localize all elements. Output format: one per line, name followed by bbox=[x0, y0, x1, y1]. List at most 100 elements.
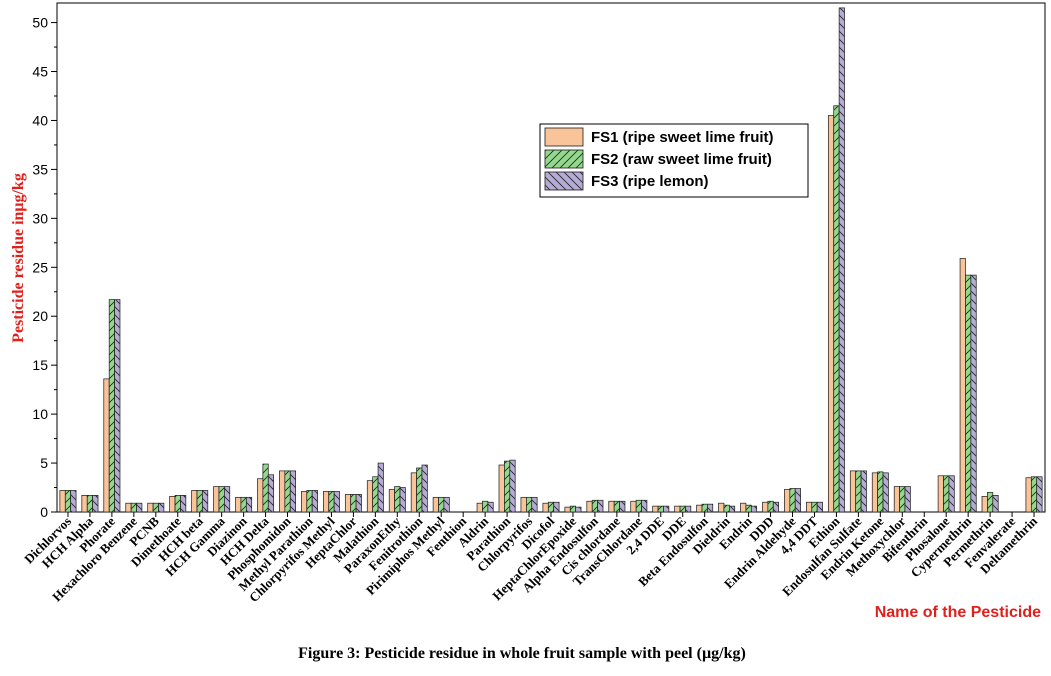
bar-3-hatch bbox=[268, 474, 274, 512]
y-axis-label: Pesticide residue inμg/kg bbox=[10, 173, 27, 343]
bar-2-hatch bbox=[438, 497, 444, 512]
legend-label-1: FS1 (ripe sweet lime fruit) bbox=[591, 129, 774, 146]
bar-3-hatch bbox=[707, 504, 713, 512]
bar-2-hatch bbox=[855, 470, 862, 512]
bar-3-hatch bbox=[224, 486, 230, 512]
bar-1 bbox=[784, 489, 791, 513]
bar-2-hatch bbox=[482, 501, 488, 512]
bar-1 bbox=[169, 495, 176, 513]
bar-2-hatch bbox=[592, 500, 598, 512]
bar-2-hatch bbox=[328, 491, 335, 512]
bar-1 bbox=[937, 475, 944, 513]
bar-3-hatch bbox=[290, 470, 296, 512]
bar-3-hatch bbox=[356, 494, 362, 512]
bar-2-hatch bbox=[284, 470, 291, 512]
bar-1 bbox=[410, 472, 417, 513]
bar-1 bbox=[59, 490, 66, 513]
plot-frame bbox=[56, 2, 1046, 513]
bar-3-hatch bbox=[685, 506, 691, 512]
bar-2-hatch bbox=[416, 467, 422, 512]
bar-3-hatch bbox=[904, 486, 911, 512]
bar-2-hatch bbox=[789, 488, 796, 512]
bar-3-hatch bbox=[948, 475, 955, 512]
bar-3-hatch bbox=[246, 497, 252, 512]
bar-1 bbox=[520, 496, 527, 513]
bar-3-hatch bbox=[1036, 476, 1043, 512]
bar-2-hatch bbox=[306, 490, 313, 512]
bar-2-hatch bbox=[877, 471, 884, 512]
bar-3-hatch bbox=[114, 299, 120, 512]
bar-3-hatch bbox=[663, 506, 669, 512]
bar-3-hatch bbox=[400, 487, 406, 512]
y-tick-label: 15 bbox=[32, 357, 48, 373]
bar-3-hatch bbox=[509, 460, 516, 512]
bar-2-hatch bbox=[197, 490, 203, 512]
bar-2-hatch bbox=[87, 495, 93, 512]
legend-box bbox=[539, 123, 809, 198]
bar-2-hatch bbox=[504, 461, 510, 512]
bar-1 bbox=[608, 500, 615, 513]
bar-2-hatch bbox=[899, 486, 905, 512]
bar-1 bbox=[849, 470, 857, 513]
bar-2-hatch bbox=[943, 475, 949, 512]
bar-1 bbox=[806, 501, 813, 513]
bar-3-hatch bbox=[575, 507, 582, 512]
bar-1 bbox=[476, 502, 483, 513]
bar-1 bbox=[630, 500, 637, 513]
bar-1 bbox=[696, 504, 703, 513]
bar-2-hatch bbox=[636, 500, 642, 512]
bar-3-hatch bbox=[378, 463, 384, 512]
legend-swatch-hatch bbox=[545, 172, 583, 190]
bar-1 bbox=[103, 378, 110, 513]
bars bbox=[59, 7, 1043, 513]
bar-3-hatch bbox=[970, 275, 977, 512]
bar-2-hatch bbox=[372, 476, 379, 512]
bar-2-hatch bbox=[526, 497, 532, 512]
bar-3-hatch bbox=[70, 490, 77, 512]
bar-2-hatch bbox=[1031, 476, 1037, 512]
bar-1 bbox=[257, 478, 264, 513]
bar-3-hatch bbox=[619, 501, 625, 512]
bar-3-hatch bbox=[531, 497, 538, 512]
bar-3-hatch bbox=[334, 491, 340, 512]
bar-1 bbox=[322, 491, 330, 513]
axes bbox=[51, 2, 1046, 517]
bar-1 bbox=[959, 258, 966, 513]
bar-3-hatch bbox=[773, 502, 779, 512]
bar-1 bbox=[279, 470, 286, 513]
bar-2-hatch bbox=[175, 495, 181, 512]
bar-3-hatch bbox=[443, 497, 450, 512]
bar-2-hatch bbox=[833, 105, 840, 513]
bar-2-hatch bbox=[614, 501, 620, 512]
bar-2-hatch bbox=[987, 492, 993, 512]
bar-3-hatch bbox=[817, 502, 823, 512]
bar-1 bbox=[893, 486, 900, 513]
bar-1 bbox=[652, 505, 659, 513]
y-tick-label: 5 bbox=[40, 455, 48, 471]
figure-caption: Figure 3: Pesticide residue in whole fru… bbox=[298, 645, 746, 662]
bar-3-hatch bbox=[839, 7, 845, 513]
bar-3-hatch bbox=[795, 488, 801, 512]
bar-2-hatch bbox=[745, 505, 752, 512]
bar-1 bbox=[564, 506, 571, 513]
bar-1 bbox=[147, 502, 154, 513]
bar-3-hatch bbox=[158, 503, 164, 512]
legend-swatch-hatch bbox=[545, 150, 583, 168]
y-tick-label: 50 bbox=[32, 15, 48, 31]
legend-label-2: FS2 (raw sweet lime fruit) bbox=[591, 151, 772, 168]
bar-1 bbox=[235, 496, 242, 513]
bar-2-hatch bbox=[350, 494, 357, 512]
bar-1 bbox=[740, 502, 747, 513]
bar-2-hatch bbox=[153, 503, 159, 512]
y-tick-label: 35 bbox=[32, 161, 48, 177]
y-tick-labels: 0 5 10 15 20 25 30 35 40 45 50 bbox=[32, 15, 48, 520]
legend-label-3: FS3 (ripe lemon) bbox=[591, 173, 709, 190]
x-axis-label: Name of the Pesticide bbox=[875, 604, 1041, 621]
bar-3-hatch bbox=[202, 490, 208, 512]
bar-1 bbox=[827, 115, 835, 513]
bar-1 bbox=[388, 489, 395, 513]
y-tick-label: 20 bbox=[32, 308, 48, 324]
bar-1 bbox=[366, 480, 374, 513]
